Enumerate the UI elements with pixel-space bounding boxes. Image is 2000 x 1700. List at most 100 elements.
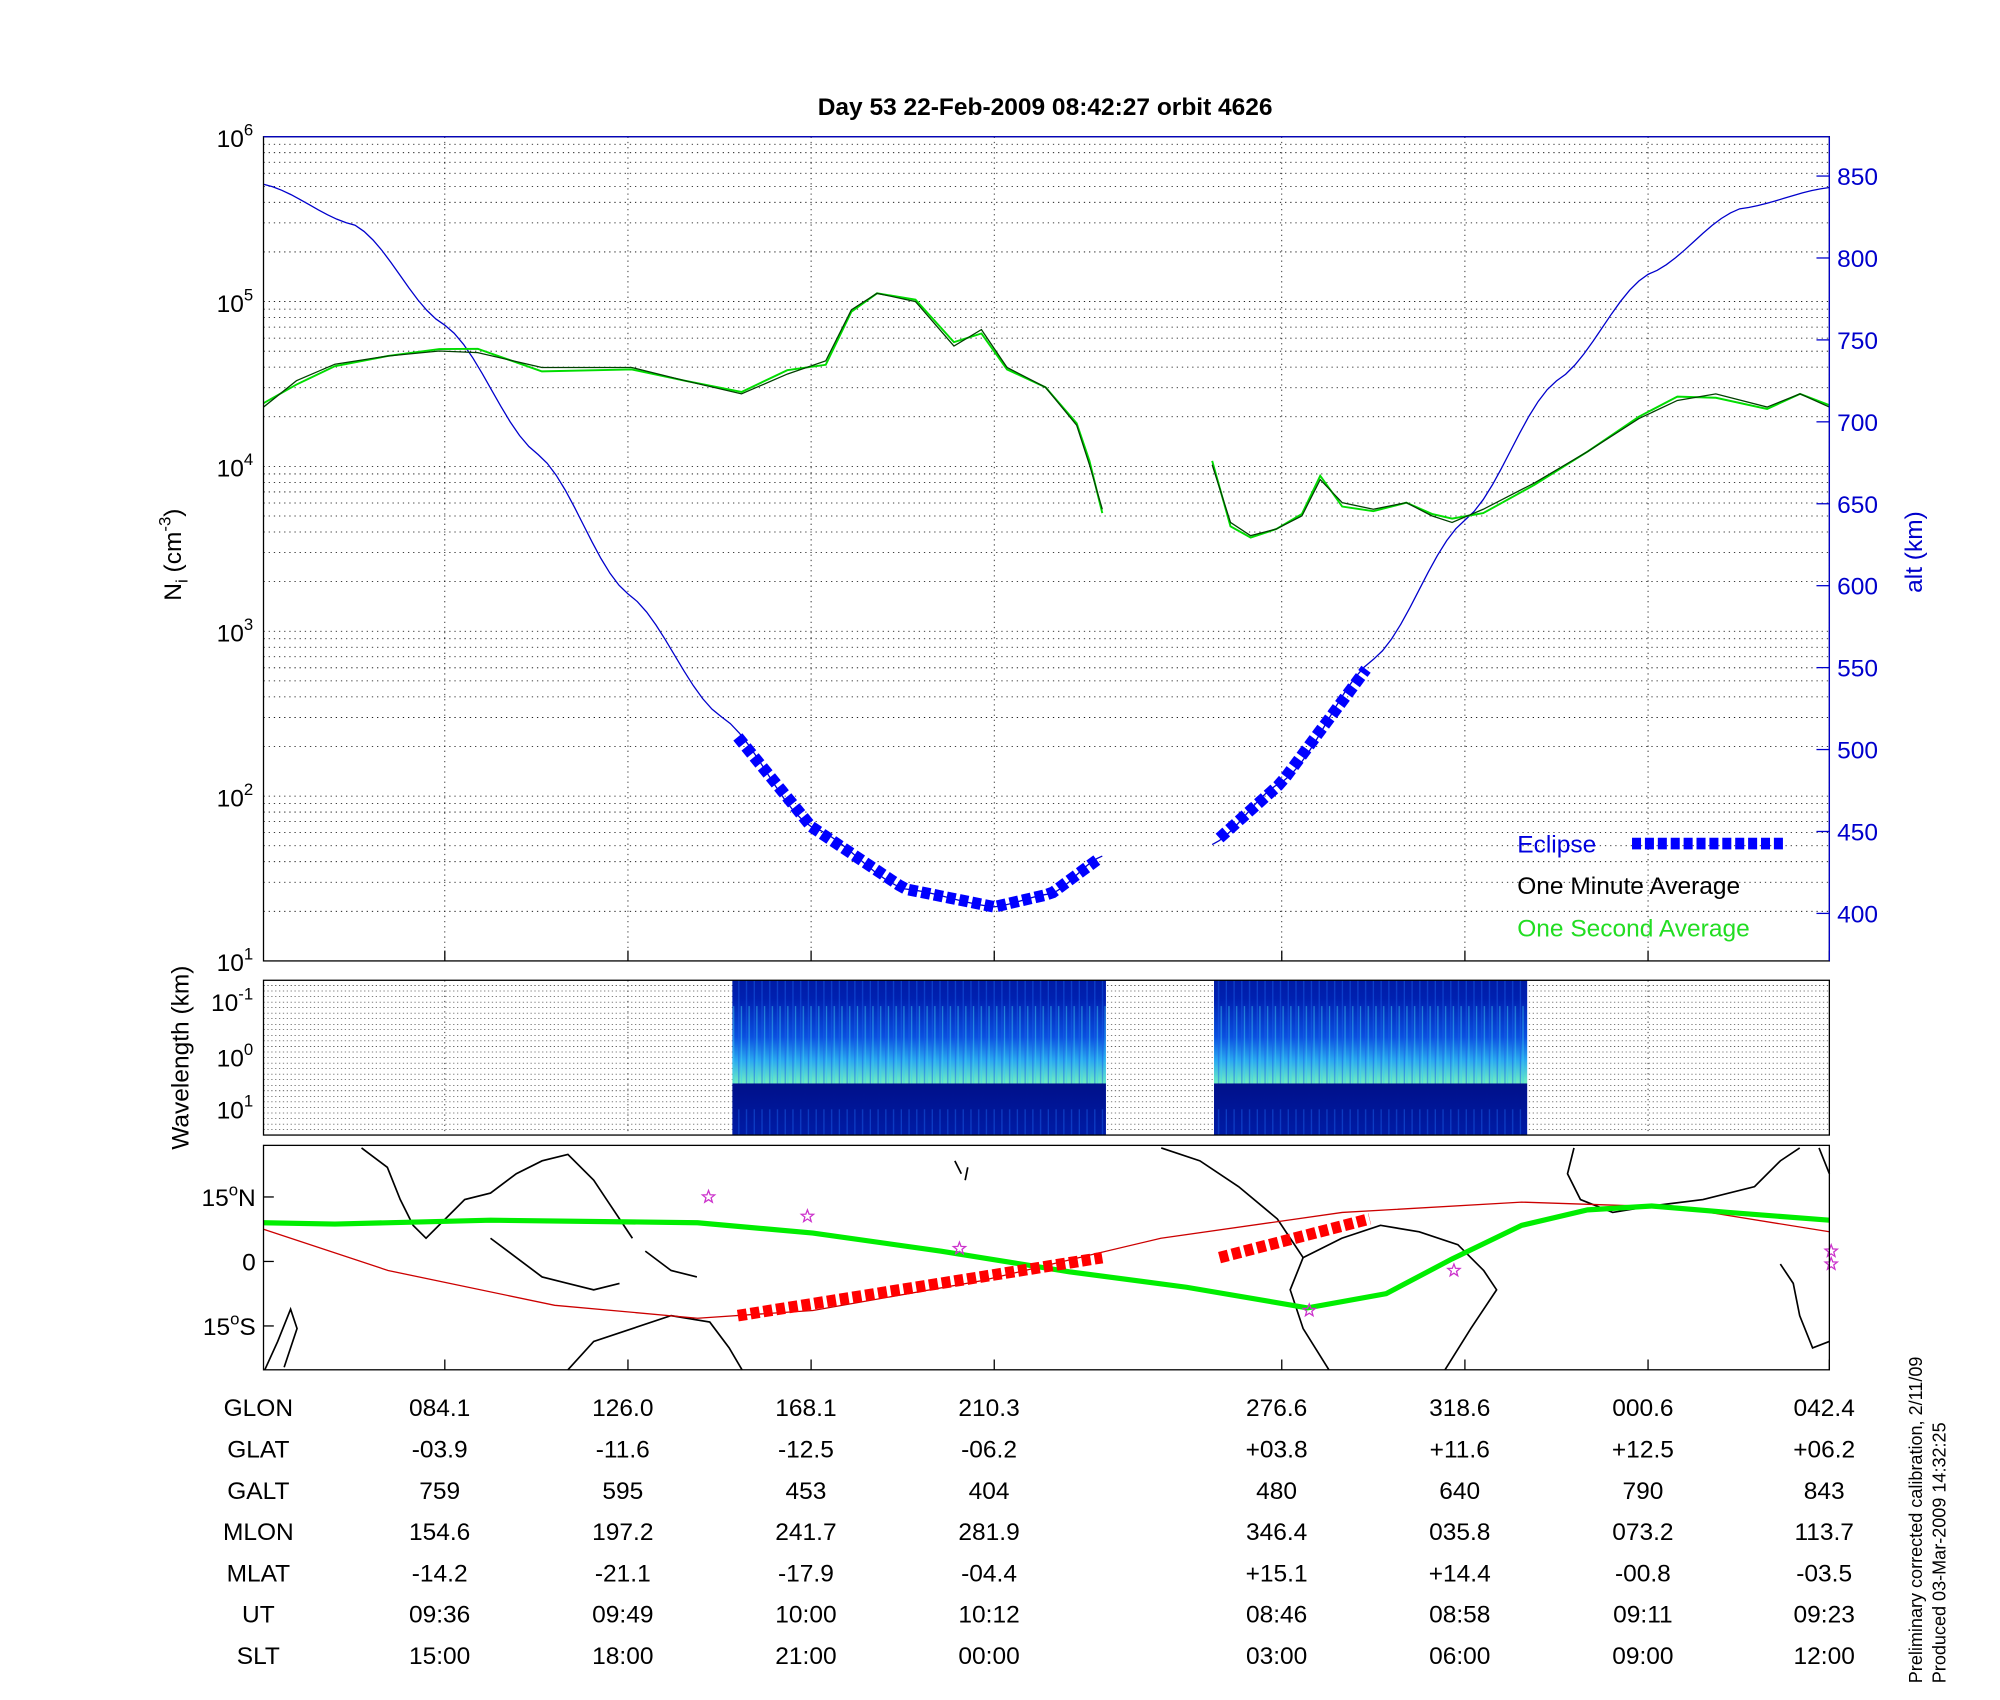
table-cell: 09:00 <box>1612 1643 1673 1670</box>
tick-base: 10 <box>217 291 244 318</box>
table-cell: 10:12 <box>958 1602 1019 1629</box>
table-cell: -03.5 <box>1796 1560 1852 1587</box>
table-cell: 759 <box>419 1478 460 1505</box>
table-cell: +11.6 <box>1430 1437 1490 1464</box>
eclipse-segment <box>733 733 1101 913</box>
ni-second-line <box>263 292 1104 514</box>
table-cell: 03:00 <box>1246 1643 1307 1670</box>
table-cell: 154.6 <box>409 1519 470 1546</box>
alt-tick-label: 550 <box>1837 656 1878 683</box>
table-cell: 281.9 <box>958 1519 1019 1546</box>
ni-label-n: N <box>160 583 187 601</box>
alt-tick-label: 800 <box>1837 246 1878 273</box>
ni-minute-line <box>263 292 1103 510</box>
table-cell: 276.6 <box>1246 1395 1307 1422</box>
ni-y-label: Ni (cm-3) <box>156 509 192 601</box>
lat-hemisphere: S <box>239 1314 255 1341</box>
ni-second-line <box>1211 392 1830 539</box>
alt-y-label: alt (km) <box>1901 511 1928 593</box>
tick-base: 10 <box>217 950 244 977</box>
star-marker-icon <box>1823 1242 1840 1258</box>
table-cell: -12.5 <box>778 1437 834 1464</box>
table-cell: 10:00 <box>775 1602 836 1629</box>
table-row-label: UT <box>242 1602 275 1629</box>
ni-y-tick-label: 102 <box>217 780 254 813</box>
ni-y-tick-label: 104 <box>217 450 254 483</box>
lat-degree: 15 <box>203 1314 230 1341</box>
alt-tick-label: 650 <box>1837 492 1878 519</box>
ni-label-exp: -3 <box>156 517 175 532</box>
ni-label-close: ) <box>160 509 187 517</box>
ni-y-tick-label: 103 <box>217 615 254 648</box>
legend-one-minute: One Minute Average <box>1517 873 1740 900</box>
table-cell: -17.9 <box>778 1560 834 1587</box>
degree-sign: o <box>230 1310 239 1329</box>
eclipse-segment <box>1215 665 1371 843</box>
ni-y-tick-label: 101 <box>217 945 254 978</box>
tick-exp: 3 <box>244 615 253 634</box>
map-axes-box <box>262 1144 1831 1371</box>
table-cell: -14.2 <box>412 1560 468 1587</box>
spectrogram-blocks <box>732 980 1528 1136</box>
spectrogram-y-tick-label: 100 <box>217 1040 254 1073</box>
table-cell: 15:00 <box>409 1643 470 1670</box>
table-cell: 843 <box>1804 1478 1845 1505</box>
ni-y-tick-label: 106 <box>217 120 254 153</box>
table-cell: -11.6 <box>596 1437 650 1464</box>
table-cell: 00:00 <box>958 1643 1019 1670</box>
red-eclipse-segment <box>1218 1213 1372 1264</box>
red-eclipse-segment <box>736 1251 1104 1322</box>
table-cell: 790 <box>1622 1478 1663 1505</box>
table-cell: 000.6 <box>1612 1395 1673 1422</box>
legend-eclipse: Eclipse <box>1517 832 1596 859</box>
lat-hemisphere: 0 <box>242 1249 256 1276</box>
eclipse-markers <box>733 665 1371 913</box>
map-lat-label: 0 <box>242 1249 256 1276</box>
table-cell: 18:00 <box>592 1643 653 1670</box>
spectrogram-axes-box <box>262 979 1831 1136</box>
table-cell: 09:23 <box>1794 1602 1855 1629</box>
ni-label-sub: i <box>172 579 191 583</box>
tick-base: 10 <box>217 126 244 153</box>
degree-sign: o <box>229 1181 238 1200</box>
table-cell: 318.6 <box>1429 1395 1490 1422</box>
table-cell: 21:00 <box>775 1643 836 1670</box>
table-cell: -04.4 <box>961 1560 1017 1587</box>
table-cell: 126.0 <box>592 1395 653 1422</box>
table-cell: +15.1 <box>1246 1560 1308 1587</box>
table-cell: 404 <box>969 1478 1010 1505</box>
star-marker-icon <box>1446 1262 1462 1278</box>
table-cell: +14.4 <box>1429 1560 1491 1587</box>
table-row-label: GLAT <box>227 1437 289 1464</box>
legend: Eclipse One Minute Average One Second Av… <box>1517 832 1783 942</box>
table-cell: -06.2 <box>961 1437 1017 1464</box>
star-marker-icon <box>1823 1255 1840 1271</box>
alt-tick-label: 450 <box>1837 820 1878 847</box>
table-row-label: GALT <box>227 1478 289 1505</box>
footer-notes: Preliminary corrected calibration, 2/11/… <box>1906 1357 1949 1684</box>
tick-exp: 2 <box>244 780 253 799</box>
tick-exp: 6 <box>244 120 253 139</box>
tick-exp: 5 <box>244 285 253 304</box>
lat-hemisphere: N <box>238 1185 256 1212</box>
table-row-label: MLON <box>223 1519 294 1546</box>
green-track <box>263 1203 1830 1311</box>
table-cell: +12.5 <box>1612 1437 1674 1464</box>
table-cell: 197.2 <box>592 1519 653 1546</box>
table-cell: 08:58 <box>1429 1602 1490 1629</box>
table-cell: 640 <box>1439 1478 1480 1505</box>
coastlines <box>264 1147 1831 1371</box>
table-cell: 346.4 <box>1246 1519 1307 1546</box>
table-cell: 042.4 <box>1794 1395 1855 1422</box>
tick-base: 10 <box>211 990 238 1017</box>
tick-base: 10 <box>217 456 244 483</box>
tick-exp: 1 <box>244 945 253 964</box>
ni-y-tick-label: 105 <box>217 285 254 318</box>
tick-base: 10 <box>217 1097 244 1124</box>
map-lat-label: 15oN <box>201 1181 255 1212</box>
table-cell: 073.2 <box>1612 1519 1673 1546</box>
